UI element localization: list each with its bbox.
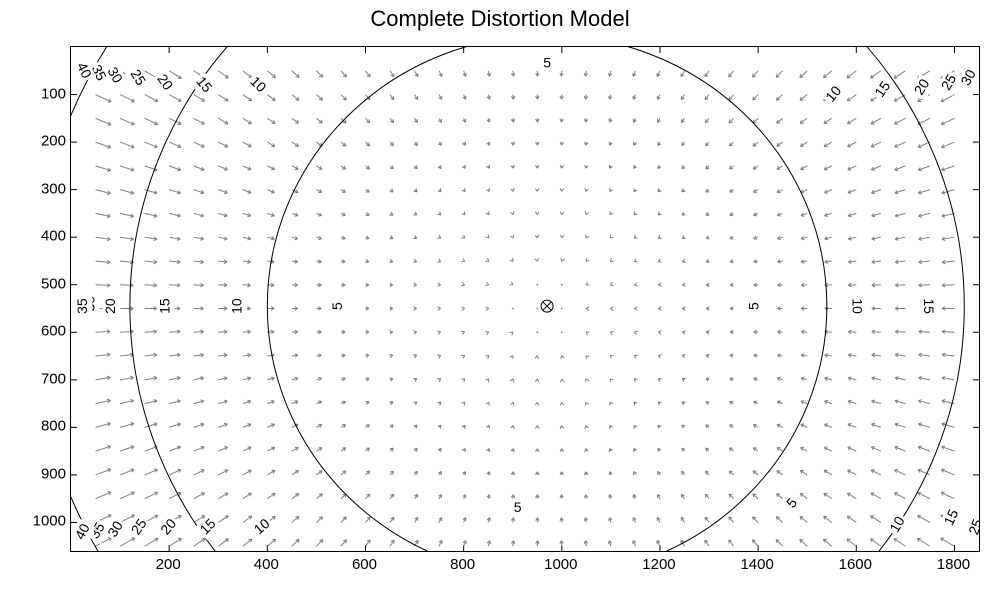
x-tick-label: 1200 [642, 556, 675, 573]
svg-text:10: 10 [229, 298, 245, 314]
y-tick-label: 400 [6, 228, 66, 245]
x-tick-label: 800 [450, 556, 475, 573]
contour-labels: 5555510101010101015151515151520202020252… [71, 54, 979, 545]
svg-text:10: 10 [886, 513, 908, 535]
principal-point-marker [541, 300, 553, 312]
svg-text:5: 5 [514, 499, 522, 515]
x-tick-label: 200 [156, 556, 181, 573]
svg-text:15: 15 [156, 298, 172, 314]
svg-text:10: 10 [250, 515, 272, 537]
distortion-vectors [96, 71, 955, 546]
y-tick-label: 800 [6, 418, 66, 435]
x-tick-label: 1000 [544, 556, 577, 573]
y-tick-label: 100 [6, 85, 66, 102]
x-tick-label: 400 [254, 556, 279, 573]
svg-text:35: 35 [74, 298, 90, 314]
svg-text:25: 25 [127, 66, 149, 88]
figure-root: Complete Distortion Model 55555101010101… [0, 0, 1000, 602]
svg-text:15: 15 [871, 78, 893, 100]
x-tick-label: 1400 [740, 556, 773, 573]
x-tick-label: 600 [352, 556, 377, 573]
svg-text:15: 15 [921, 298, 937, 314]
svg-text:20: 20 [102, 298, 118, 314]
y-tick-label: 900 [6, 465, 66, 482]
y-tick-label: 1000 [6, 513, 66, 530]
y-tick-label: 700 [6, 370, 66, 387]
y-tick-label: 500 [6, 275, 66, 292]
svg-text:25: 25 [128, 515, 150, 537]
chart-title: Complete Distortion Model [0, 6, 1000, 32]
plot-area: 5555510101010101015151515151520202020252… [70, 46, 980, 552]
y-tick-label: 300 [6, 180, 66, 197]
svg-text:25: 25 [938, 71, 960, 93]
svg-text:20: 20 [154, 71, 176, 93]
svg-text:10: 10 [850, 298, 866, 314]
y-tick-label: 200 [6, 133, 66, 150]
contour-lines [71, 47, 979, 551]
svg-text:5: 5 [543, 54, 551, 70]
x-tick-label: 1800 [937, 556, 970, 573]
plot-svg: 5555510101010101015151515151520202020252… [71, 47, 979, 551]
svg-text:10: 10 [822, 82, 844, 104]
svg-text:15: 15 [193, 73, 215, 95]
svg-text:5: 5 [745, 302, 761, 310]
svg-text:20: 20 [911, 76, 933, 98]
x-tick-label: 1600 [839, 556, 872, 573]
y-tick-label: 600 [6, 323, 66, 340]
svg-text:5: 5 [329, 302, 345, 310]
